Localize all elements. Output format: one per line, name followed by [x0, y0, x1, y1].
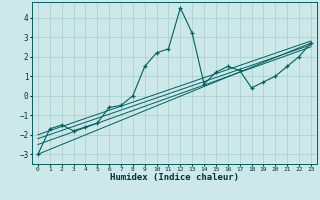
X-axis label: Humidex (Indice chaleur): Humidex (Indice chaleur) [110, 173, 239, 182]
